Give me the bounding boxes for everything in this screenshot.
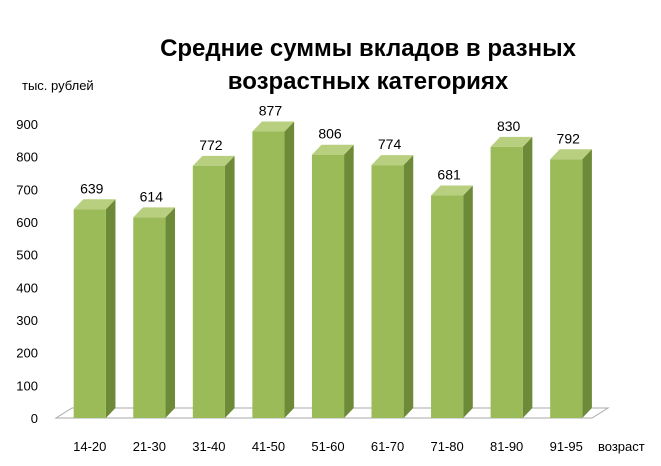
chart-title-line-2: возрастных категориях: [228, 68, 509, 95]
data-label: 806: [318, 126, 342, 142]
data-label: 774: [378, 136, 402, 152]
bar-top-face: [490, 136, 533, 147]
bar-top-face: [371, 155, 414, 166]
y-tick-label: 500: [16, 248, 38, 263]
y-tick-label: 300: [16, 313, 38, 328]
bar: [490, 136, 533, 418]
data-label: 877: [259, 103, 283, 119]
data-label: 614: [140, 188, 164, 204]
y-tick-label: 400: [16, 280, 38, 295]
bar-side-face: [522, 136, 533, 418]
y-tick-label: 800: [16, 150, 38, 165]
bar-side-face: [344, 144, 354, 418]
x-tick-label: 14-20: [73, 439, 106, 454]
x-tick-label: 81-90: [490, 439, 523, 454]
x-tick-label: 31-40: [192, 439, 225, 454]
bars: [73, 121, 592, 418]
y-tick-label: 200: [16, 346, 38, 361]
y-axis-ticks: 0 100 200 300 400 500 600 700 800 900: [16, 117, 38, 426]
bar-side-face: [284, 121, 295, 418]
bar-side-face: [165, 207, 176, 418]
bar: [73, 199, 116, 418]
bar-top-face: [133, 207, 176, 218]
bar-side-face: [105, 199, 116, 418]
data-labels: 639 614 772 877 806 774 681 830 792: [80, 103, 580, 205]
bar-top-face: [311, 144, 354, 155]
bar-side-face: [463, 185, 473, 418]
y-tick-label: 700: [16, 182, 38, 197]
y-axis-label: тыс. рублей: [22, 78, 94, 93]
data-label: 792: [557, 130, 581, 146]
bar: [252, 121, 295, 418]
y-tick-label: 600: [16, 215, 38, 230]
x-tick-label: 61-70: [371, 439, 404, 454]
y-tick-label: 0: [31, 411, 38, 426]
x-tick-label: 41-50: [252, 439, 285, 454]
chart-title-line-1: Средние суммы вкладов в разных: [160, 35, 577, 62]
bar-front-face: [133, 217, 166, 418]
bar-top-face: [73, 199, 116, 210]
bar-top-face: [192, 155, 235, 166]
x-tick-label: 51-60: [311, 439, 344, 454]
x-axis-ticks: 14-20 21-30 31-40 41-50 51-60 61-70 71-80 81-90…: [73, 439, 583, 454]
y-tick-label: 900: [16, 117, 38, 132]
bar-front-face: [73, 209, 106, 418]
bar-side-face: [224, 155, 235, 418]
bar-side-face: [403, 155, 414, 418]
x-axis-label: возраст: [598, 439, 645, 454]
data-label: 772: [199, 137, 223, 153]
bar-front-face: [371, 165, 404, 418]
bar: [550, 149, 592, 418]
bar-front-face: [192, 165, 225, 418]
bar: [431, 185, 473, 418]
bar: [371, 155, 414, 418]
bar-top-face: [252, 121, 295, 132]
data-label: 830: [497, 118, 521, 134]
bar-front-face: [252, 131, 285, 418]
data-label: 639: [80, 180, 104, 196]
bar-front-face: [311, 154, 345, 418]
bar-front-face: [490, 146, 523, 418]
bar-top-face: [550, 149, 592, 160]
bar-front-face: [431, 195, 464, 418]
data-label: 681: [437, 167, 461, 183]
y-tick-label: 100: [16, 378, 38, 393]
bar-top-face: [431, 185, 473, 196]
bar: [192, 155, 235, 418]
bar-side-face: [582, 149, 592, 418]
bar: [311, 144, 354, 418]
bar: [133, 207, 176, 418]
bar-front-face: [550, 159, 583, 418]
x-tick-label: 21-30: [133, 439, 166, 454]
x-tick-label: 91-95: [550, 439, 583, 454]
x-tick-label: 71-80: [430, 439, 463, 454]
